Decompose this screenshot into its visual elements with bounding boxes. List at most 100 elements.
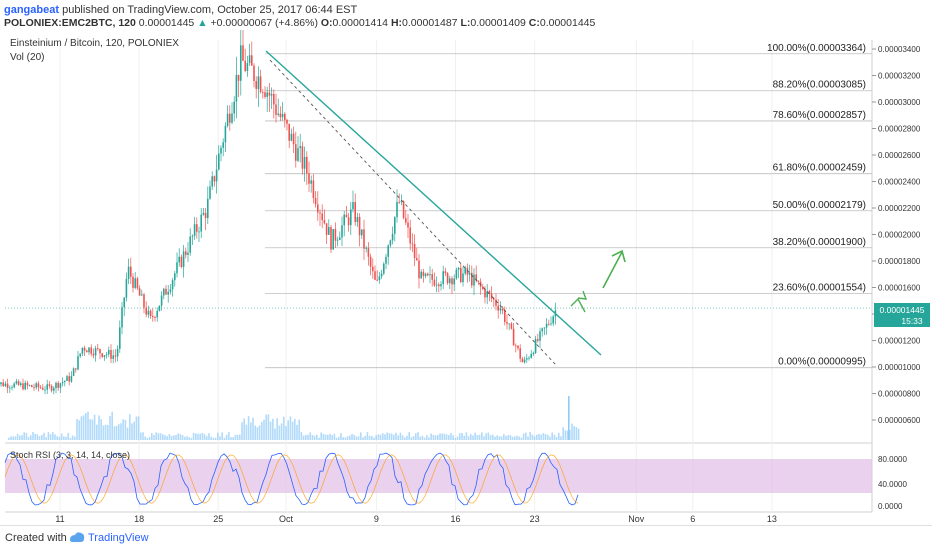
volume-bar (140, 432, 142, 440)
volume-bar (509, 435, 512, 440)
candle-body (369, 256, 372, 267)
descending-trendline (265, 50, 602, 356)
volume-bar (43, 432, 45, 440)
volume-bar (278, 425, 281, 440)
candle-body (130, 266, 132, 277)
stoch-band (5, 459, 872, 493)
volume-bar (439, 433, 441, 440)
candle-body (416, 258, 418, 261)
candle-body (165, 288, 167, 295)
candle-body (400, 201, 403, 203)
candle-body (26, 382, 29, 386)
candle-body (363, 229, 365, 249)
candle-body (28, 385, 31, 386)
volume-bar (544, 434, 547, 440)
volume-bar (23, 432, 25, 440)
candle-body (493, 298, 495, 300)
volume-bar (340, 433, 342, 440)
candle-body (90, 347, 92, 354)
tradingview-link[interactable]: TradingView (88, 532, 149, 544)
candle-body (75, 368, 77, 370)
candle-body (442, 271, 444, 285)
volume-bar (96, 424, 98, 440)
volume-bar (522, 433, 525, 440)
candle-body (515, 345, 517, 347)
volume-bar (32, 432, 34, 440)
candle-body (424, 273, 427, 277)
candle-body (218, 153, 220, 170)
volume-bar (514, 436, 516, 440)
candle-body (189, 236, 191, 253)
volume-bar (467, 436, 470, 440)
candle-body (127, 266, 130, 279)
candle-body (435, 284, 438, 286)
candle-body (229, 113, 231, 123)
volume-bar (210, 436, 212, 440)
volume-bar (489, 435, 492, 440)
candle-body (88, 347, 90, 353)
trend-drawings[interactable] (265, 50, 626, 366)
volume-bar (505, 435, 507, 440)
candle-body (528, 357, 530, 359)
candles (0, 30, 557, 395)
candle-body (116, 348, 119, 357)
volume-bar (137, 416, 140, 440)
stoch-label: Stoch RSI (3, 3, 14, 14, close) (10, 450, 130, 460)
candle-body (372, 266, 374, 272)
volume-bar (245, 424, 248, 440)
volume-bar (214, 437, 217, 440)
volume-bar (195, 433, 197, 440)
volume-bar (27, 437, 30, 440)
candle-body (55, 382, 57, 389)
time-tick-label: 25 (213, 514, 223, 524)
author-link[interactable]: gangabeat (4, 4, 60, 16)
volume-bar (45, 437, 47, 440)
candle-body (446, 273, 449, 284)
candle-body (402, 201, 405, 218)
volume-bar (309, 432, 311, 440)
time-tick-label: 18 (134, 514, 144, 524)
volume-bar (503, 434, 505, 440)
candle-body (541, 328, 543, 332)
candle-body (356, 216, 359, 223)
candle-body (136, 278, 139, 289)
volume-bar (302, 435, 305, 440)
candle-body (279, 113, 282, 118)
volume-bar (76, 418, 78, 440)
volume-bar (511, 436, 514, 440)
candle-body (488, 291, 491, 294)
volume-bar (280, 423, 283, 440)
candle-body (50, 385, 53, 391)
candle-body (185, 251, 187, 255)
volume-bar (421, 435, 424, 440)
candle-body (244, 60, 246, 72)
created-with-label: Created with (5, 532, 67, 544)
volume-bar (478, 434, 481, 440)
volume-bar (107, 424, 109, 440)
volume-bar (199, 433, 201, 440)
volume-bar (463, 435, 465, 440)
volume-bar (353, 434, 355, 440)
candle-body (35, 383, 37, 388)
candle-body (103, 355, 106, 357)
volume-bar (157, 433, 160, 440)
candle-body (174, 273, 176, 281)
candle-body (455, 269, 458, 279)
volume-bar (10, 436, 12, 440)
volume-bar (91, 419, 94, 440)
candle-body (453, 278, 455, 285)
candle-body (440, 284, 442, 287)
time-tick-label: 9 (374, 514, 379, 524)
candle-body (149, 310, 152, 316)
candle-body (224, 125, 227, 143)
volume-bar (428, 437, 430, 440)
candle-body (427, 273, 429, 276)
candle-body (68, 376, 70, 382)
candle-body (83, 347, 86, 351)
candle-body (215, 169, 218, 182)
price-chart[interactable]: 100.00%(0.00003364) 88.20%(0.00003085) 78.… (0, 30, 932, 525)
volume-bar (351, 433, 353, 440)
volume-bar (133, 421, 135, 440)
footer: Created with TradingView (0, 525, 932, 551)
candle-body (86, 350, 88, 353)
